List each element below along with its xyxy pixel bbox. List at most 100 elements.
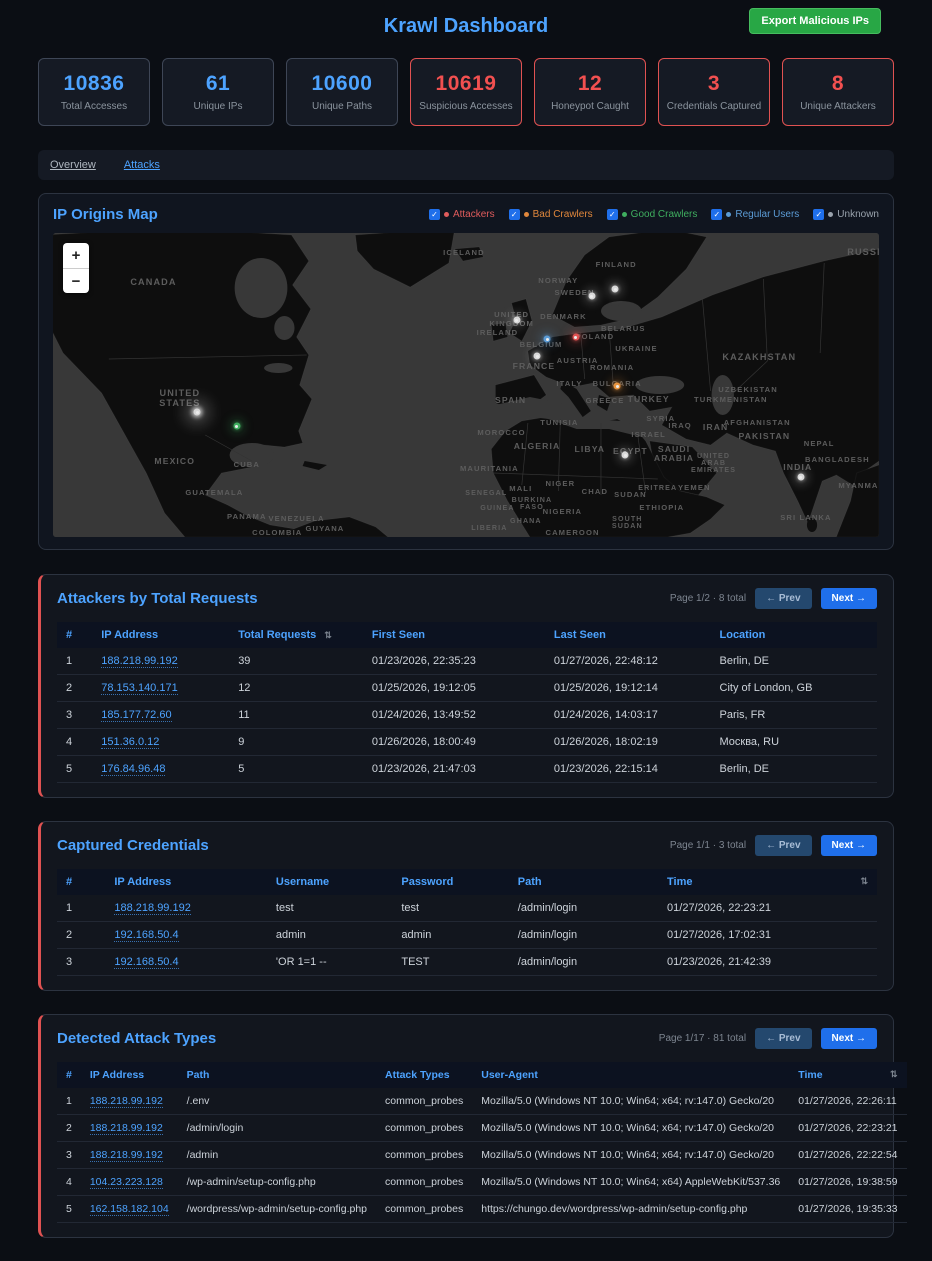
legend-item-bad-crawlers: ✓ Bad Crawlers: [508, 209, 593, 220]
tab-overview[interactable]: Overview: [50, 159, 96, 171]
map-label: NEPAL: [804, 439, 835, 448]
prev-page-button[interactable]: ← Prev: [755, 588, 812, 609]
next-page-button[interactable]: Next →: [820, 1028, 877, 1049]
legend-dot-icon: [621, 212, 627, 217]
map-label: STATES: [159, 398, 200, 408]
map-marker-unknown[interactable]: [797, 473, 805, 481]
map-label: SRI LANKA: [780, 513, 831, 522]
map-marker-bad-crawler[interactable]: [613, 382, 621, 390]
checkbox-checked-icon[interactable]: ✓: [606, 209, 618, 220]
ip-link[interactable]: 188.218.99.192: [114, 902, 191, 915]
map-label: EGYPT: [613, 446, 648, 456]
column-header-first-seen[interactable]: First Seen: [362, 622, 545, 648]
map-marker-regular-user[interactable]: [543, 335, 551, 343]
map-marker-unknown[interactable]: [513, 316, 521, 324]
map-marker-unknown[interactable]: [621, 451, 629, 459]
prev-page-button[interactable]: ← Prev: [755, 835, 812, 856]
column-header-[interactable]: #: [57, 869, 106, 895]
ip-link[interactable]: 188.218.99.192: [101, 655, 178, 668]
ip-origins-map-card: IP Origins Map ✓ Attackers ✓ Bad Crawlers ✓ G…: [38, 193, 894, 550]
table-row: 1 188.218.99.192 39 01/23/2026, 22:35:23 01/…: [57, 648, 877, 675]
cell-ip-address: 188.218.99.192: [92, 648, 230, 675]
zoom-out-button[interactable]: −: [63, 268, 89, 293]
map-marker-unknown[interactable]: [588, 292, 596, 300]
world-map[interactable]: CANADA UNITED STATES MEXICO CUBA GUATEMALA PAN…: [53, 233, 879, 537]
cell-path: /admin: [177, 1141, 377, 1169]
cell-time: 01/27/2026, 17:02:31: [658, 921, 877, 949]
column-header-path[interactable]: Path: [177, 1062, 377, 1088]
map-marker-attacker[interactable]: [572, 333, 580, 341]
map-label: IRAN: [703, 422, 729, 432]
sort-icon[interactable]: ⇅: [860, 876, 868, 886]
column-header-total-requests[interactable]: Total Requests ⇅: [229, 622, 363, 648]
table-row: 3 188.218.99.192/admin common_probes Mozill…: [57, 1141, 907, 1169]
ip-link[interactable]: 192.168.50.4: [114, 929, 179, 942]
column-header-ip-address[interactable]: IP Address: [105, 869, 267, 895]
ip-link[interactable]: 188.218.99.192: [89, 1122, 163, 1135]
next-page-button[interactable]: Next →: [820, 835, 877, 856]
map-marker-good-crawler[interactable]: [233, 422, 241, 430]
column-header-time[interactable]: Time ⇅: [658, 869, 877, 895]
column-header-ip-address[interactable]: IP Address: [92, 622, 230, 648]
checkbox-checked-icon[interactable]: ✓: [711, 209, 723, 220]
checkbox-checked-icon[interactable]: ✓: [813, 209, 825, 220]
tab-attacks[interactable]: Attacks: [123, 159, 160, 171]
legend-dot-icon: [726, 212, 732, 217]
next-page-button[interactable]: Next →: [820, 588, 877, 609]
column-header-[interactable]: #: [57, 1062, 81, 1088]
map-marker-unknown[interactable]: [611, 285, 619, 293]
cell-location: Berlin, DE: [710, 755, 877, 783]
column-header-time[interactable]: Time ⇅: [789, 1062, 907, 1088]
column-header-location[interactable]: Location: [710, 622, 877, 648]
column-header-username[interactable]: Username: [266, 869, 393, 895]
ip-link[interactable]: 192.168.50.4: [114, 956, 179, 969]
cell-time: 01/27/2026, 19:38:59: [789, 1168, 907, 1196]
export-malicious-ips-button[interactable]: Export Malicious IPs: [749, 8, 881, 34]
map-label: VENEZUELA: [268, 514, 324, 523]
column-header-password[interactable]: Password: [392, 869, 509, 895]
map-label: NIGER: [546, 479, 576, 488]
ip-link[interactable]: 151.36.0.12: [101, 736, 160, 749]
ip-link[interactable]: 185.177.72.60: [101, 709, 172, 722]
page-title: Krawl Dashboard: [383, 14, 549, 37]
cell-ip-address: 192.168.50.4: [105, 948, 267, 976]
column-header-user-agent[interactable]: User-Agent: [472, 1062, 790, 1088]
column-header-[interactable]: #: [57, 622, 93, 648]
ip-link[interactable]: 176.84.96.48: [101, 763, 166, 776]
prev-page-button[interactable]: ← Prev: [755, 1028, 812, 1049]
map-label: ARABIA: [654, 453, 694, 463]
column-header-last-seen[interactable]: Last Seen: [544, 622, 711, 648]
cell-password: test: [392, 895, 509, 922]
map-label: LIBYA: [574, 444, 605, 454]
section-header: Captured Credentials Page 1/1 · 3 total …: [41, 822, 893, 869]
ip-link[interactable]: 78.153.140.171: [101, 682, 178, 695]
sort-icon[interactable]: ⇅: [324, 630, 332, 640]
cell-path: /admin/login: [508, 948, 659, 976]
ip-link[interactable]: 104.23.223.128: [89, 1176, 163, 1189]
column-header-ip-address[interactable]: IP Address: [80, 1062, 178, 1088]
cell-first-seen: 01/23/2026, 21:47:03: [362, 755, 545, 783]
table-row: 4 151.36.0.12 9 01/26/2026, 18:00:49 01/26/2…: [57, 728, 877, 756]
ip-link[interactable]: 188.218.99.192: [89, 1095, 163, 1108]
map-marker-unknown[interactable]: [193, 408, 201, 416]
column-header-attack-types[interactable]: Attack Types: [376, 1062, 473, 1088]
map-label: UKRAINE: [615, 344, 657, 353]
table-row: 2 188.218.99.192/admin/login common_probes…: [57, 1114, 907, 1142]
zoom-in-button[interactable]: +: [71, 247, 81, 264]
checkbox-checked-icon[interactable]: ✓: [428, 209, 440, 220]
attackers-table: # IP Address Total Requests ⇅ First Seen Last…: [57, 622, 877, 783]
pager: Page 1/1 · 3 total ← Prev Next →: [670, 835, 877, 856]
checkbox-checked-icon[interactable]: ✓: [508, 209, 520, 220]
map-marker-unknown[interactable]: [533, 352, 541, 360]
column-header-path[interactable]: Path: [508, 869, 659, 895]
table-row: 2 192.168.50.4 admin admin/admin/login 01/27…: [57, 921, 877, 949]
sort-icon[interactable]: ⇅: [889, 1069, 898, 1079]
pager: Page 1/17 · 81 total ← Prev Next →: [659, 1028, 877, 1049]
cell-time: 01/23/2026, 21:42:39: [658, 948, 877, 976]
page-info: Page 1/2 · 8 total: [669, 593, 747, 604]
stat-card-unique-ips: 61 Unique IPs: [162, 58, 274, 126]
ip-link[interactable]: 162.158.182.104: [89, 1203, 169, 1216]
ip-link[interactable]: 188.218.99.192: [89, 1149, 163, 1162]
cell-location: Paris, FR: [710, 701, 877, 729]
